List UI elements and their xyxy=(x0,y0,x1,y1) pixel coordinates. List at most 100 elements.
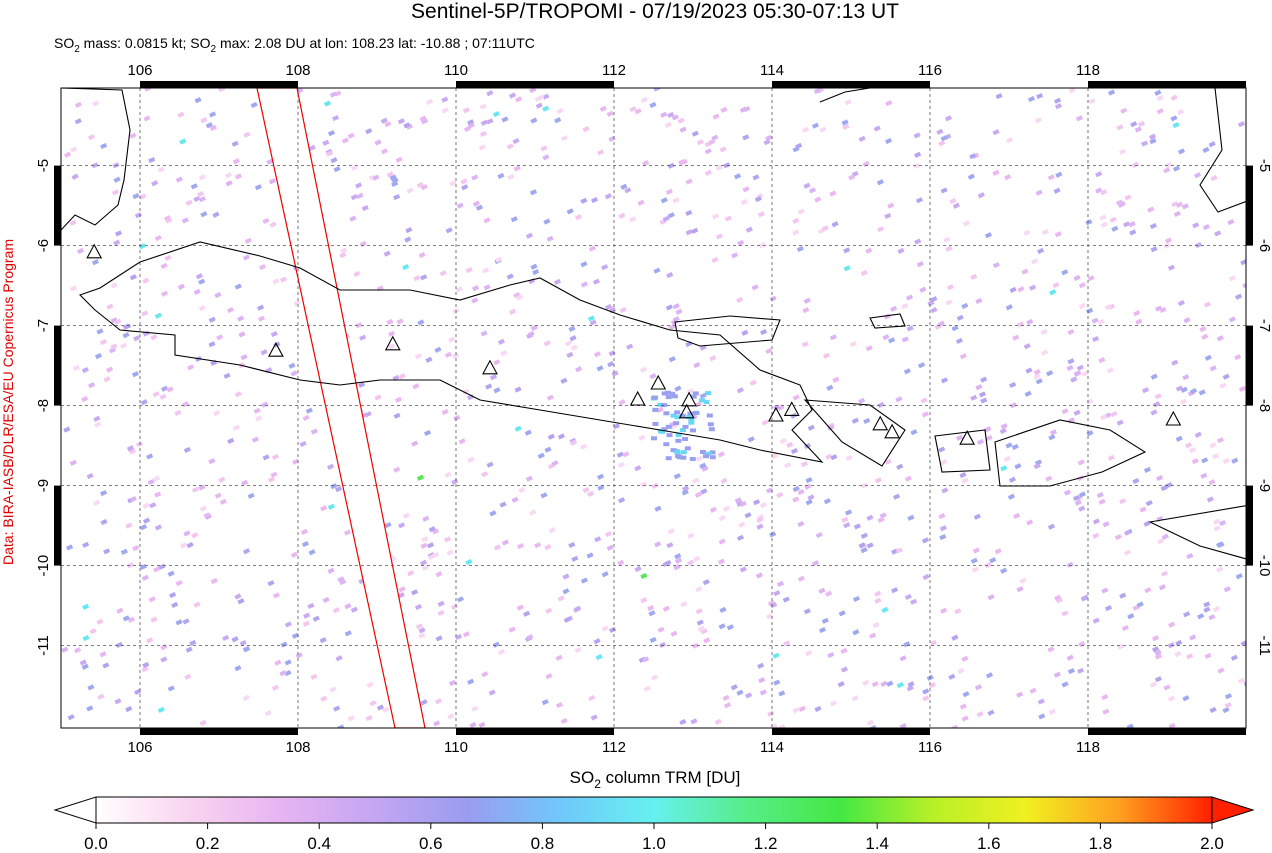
noise-pixel xyxy=(129,496,137,503)
plume-pixel xyxy=(652,407,659,412)
noise-pixel xyxy=(766,613,774,620)
noise-pixel xyxy=(1200,472,1208,479)
noise-pixel xyxy=(575,214,583,221)
noise-pixel xyxy=(1041,349,1049,356)
noise-pixel xyxy=(668,356,676,363)
noise-pixel xyxy=(1055,171,1063,178)
noise-pixel xyxy=(232,158,240,165)
noise-pixel xyxy=(751,284,759,291)
noise-pixel xyxy=(1091,317,1099,324)
noise-pixel xyxy=(840,647,848,655)
noise-pixel xyxy=(64,151,72,158)
noise-pixel xyxy=(792,496,800,503)
noise-pixel xyxy=(483,284,491,291)
noise-pixel xyxy=(1009,286,1017,294)
noise-pixel xyxy=(293,299,301,307)
noise-pixel xyxy=(830,454,838,461)
noise-pixel xyxy=(974,684,983,691)
noise-pixel xyxy=(952,202,960,209)
noise-pixel xyxy=(500,349,508,357)
noise-pixel xyxy=(1014,463,1022,470)
noise-pixel xyxy=(1149,222,1157,230)
noise-pixel xyxy=(722,694,730,702)
noise-pixel xyxy=(976,711,984,718)
noise-pixel xyxy=(845,454,853,461)
noise-pixel xyxy=(164,254,172,262)
colorbar-tick-label: 1.2 xyxy=(754,834,778,853)
noise-pixel xyxy=(63,426,71,433)
noise-pixel xyxy=(458,438,466,445)
noise-pixel xyxy=(103,376,111,383)
noise-pixel xyxy=(687,532,695,539)
noise-pixel xyxy=(719,146,727,153)
noise-pixel xyxy=(910,429,918,436)
noise-pixel xyxy=(959,353,967,360)
noise-pixel xyxy=(1066,654,1074,661)
noise-pixel xyxy=(125,522,133,529)
noise-pixel xyxy=(427,542,435,549)
noise-pixel xyxy=(284,621,292,628)
noise-pixel xyxy=(358,381,366,388)
noise-pixel xyxy=(435,635,443,642)
noise-pixel xyxy=(514,425,522,432)
noise-pixel xyxy=(471,705,479,712)
noise-pixel xyxy=(1016,691,1024,698)
noise-pixel xyxy=(437,600,445,607)
noise-pixel xyxy=(374,139,382,146)
noise-pixel xyxy=(858,397,866,404)
noise-pixel xyxy=(695,586,703,593)
noise-pixel xyxy=(807,424,815,431)
noise-pixel xyxy=(611,370,619,377)
noise-pixel xyxy=(1085,219,1093,226)
noise-pixel xyxy=(150,334,158,341)
noise-pixel xyxy=(674,385,682,392)
noise-pixel xyxy=(382,706,390,713)
noise-pixel xyxy=(919,286,927,293)
noise-pixel xyxy=(1025,367,1033,374)
noise-pixel xyxy=(308,549,316,556)
noise-pixel xyxy=(797,520,805,528)
noise-pixel xyxy=(369,700,377,707)
noise-pixel xyxy=(267,580,275,587)
plume-pixel xyxy=(661,391,668,396)
noise-pixel xyxy=(1111,225,1119,232)
noise-pixel xyxy=(327,503,335,510)
noise-pixel xyxy=(251,436,259,443)
noise-pixel xyxy=(394,396,403,403)
noise-pixel xyxy=(700,628,708,635)
noise-pixel xyxy=(1152,646,1160,653)
noise-pixel xyxy=(350,164,359,171)
noise-pixel xyxy=(225,180,233,187)
noise-pixel xyxy=(1145,499,1153,507)
noise-pixel xyxy=(1088,98,1096,105)
noise-pixel xyxy=(299,440,307,448)
plume-pixel xyxy=(674,450,681,455)
y-tick-label: -10 xyxy=(1256,555,1272,577)
noise-pixel xyxy=(191,486,200,493)
frame-bar xyxy=(456,81,614,88)
noise-pixel xyxy=(1095,187,1103,194)
noise-pixel xyxy=(838,610,846,617)
noise-pixel xyxy=(624,187,632,194)
noise-pixel xyxy=(901,303,909,310)
noise-pixel xyxy=(486,90,494,97)
noise-pixel xyxy=(272,278,280,285)
noise-pixel xyxy=(903,368,911,375)
noise-pixel xyxy=(1212,453,1220,460)
noise-pixel xyxy=(674,553,682,560)
noise-pixel xyxy=(920,397,928,404)
noise-pixel xyxy=(811,560,820,567)
frame-bar xyxy=(1246,325,1253,406)
noise-pixel xyxy=(141,310,149,317)
noise-pixel xyxy=(829,334,837,341)
noise-pixel xyxy=(177,283,185,290)
noise-pixel xyxy=(1143,520,1151,527)
noise-pixel xyxy=(862,679,870,686)
noise-pixel xyxy=(301,540,310,548)
noise-pixel xyxy=(970,394,978,401)
noise-pixel xyxy=(1198,389,1206,396)
noise-pixel xyxy=(691,130,699,137)
noise-pixel xyxy=(471,174,479,181)
noise-pixel xyxy=(1078,505,1086,512)
